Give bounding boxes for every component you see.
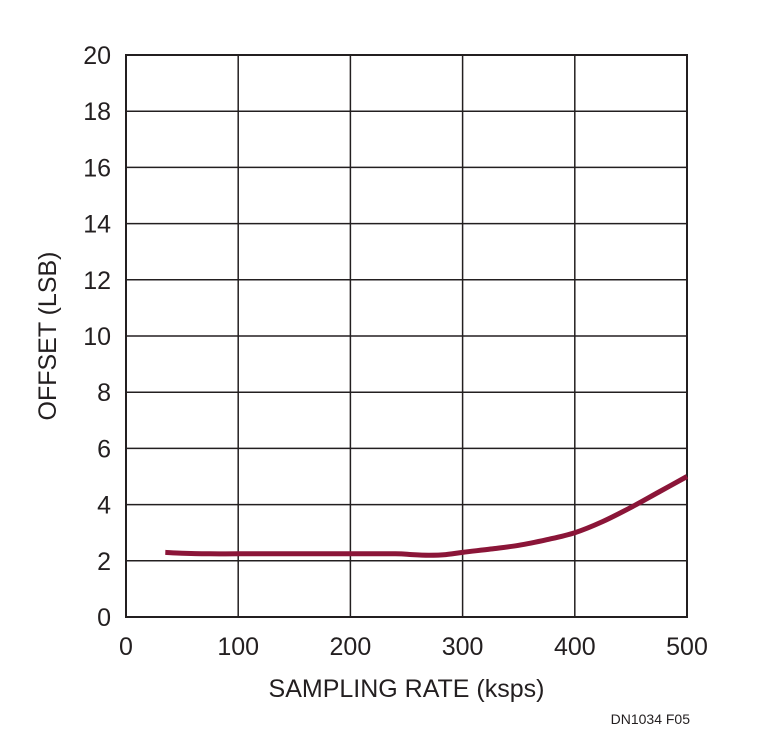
y-tick-labels: 0 2 4 6 8 10 12 14 16 18 20 (83, 42, 111, 632)
x-tick-label-400: 400 (554, 633, 596, 661)
x-tick-label-500: 500 (666, 633, 708, 661)
x-tick-label-300: 300 (442, 633, 484, 661)
x-axis-label: SAMPLING RATE (ksps) (269, 675, 545, 703)
figure-id-annotation: DN1034 F05 (611, 711, 691, 727)
y-tick-label-8: 8 (97, 379, 111, 407)
plot-frame (125, 54, 688, 618)
grid-lines (125, 54, 688, 618)
y-tick-label-10: 10 (83, 323, 111, 351)
y-tick-label-6: 6 (97, 435, 111, 463)
y-tick-label-20: 20 (83, 42, 111, 70)
y-tick-label-0: 0 (97, 604, 111, 632)
y-tick-label-2: 2 (97, 548, 111, 576)
y-axis-label: OFFSET (LSB) (34, 251, 62, 420)
x-tick-label-200: 200 (330, 633, 372, 661)
x-tick-label-0: 0 (119, 633, 133, 661)
y-tick-label-4: 4 (97, 492, 111, 520)
x-tick-labels: 0 100 200 300 400 500 (119, 633, 708, 661)
series-line-0 (165, 474, 689, 558)
y-tick-label-18: 18 (83, 98, 111, 126)
x-tick-label-100: 100 (217, 633, 259, 661)
y-tick-label-16: 16 (83, 154, 111, 182)
y-tick-label-14: 14 (83, 211, 111, 239)
y-tick-label-12: 12 (83, 267, 111, 295)
series-group (165, 474, 689, 558)
